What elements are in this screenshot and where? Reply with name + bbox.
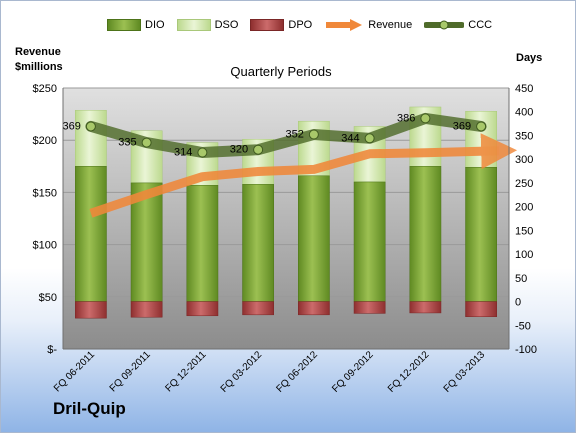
bar-dio [465,166,497,302]
ccc-data-label: 314 [174,147,192,159]
legend-item-revenue: Revenue [324,18,412,32]
ccc-data-label: 320 [230,144,248,156]
ccc-point [364,133,375,144]
ccc-data-label: 352 [286,129,304,141]
bar-dio [75,166,107,302]
legend: DIO DSO DPO Revenue CCC [107,15,504,35]
category-label: FQ 06-2011 [52,349,97,394]
legend-swatch-dso [176,19,211,31]
bar-dpo [130,301,163,318]
ccc-data-label: 369 [63,120,81,132]
left-tick-label: $200 [33,135,57,147]
legend-swatch-ccc [424,18,465,32]
right-tick-label: 400 [515,107,533,119]
revenue-line [89,133,518,218]
category-label: FQ 12-2011 [164,349,209,394]
bar-dio [353,181,386,302]
legend-item-dio: DIO [107,19,165,31]
bar-dpo [465,301,497,317]
right-tick-label: 250 [515,178,533,190]
bar-dio [298,175,330,302]
legend-item-dpo: DPO [250,19,312,31]
legend-item-dso: DSO [176,19,239,31]
bar-dpo [298,301,330,316]
legend-label-dio: DIO [145,19,165,31]
ccc-data-label: 369 [453,120,471,132]
ccc-line [85,112,487,158]
bar-dio [186,185,219,302]
right-tick-label: 350 [515,130,533,142]
ccc-point [476,121,487,132]
bar-dio [409,166,442,302]
left-tick-label: $100 [33,240,57,252]
ccc-point [85,121,96,132]
ccc-data-label: 344 [341,132,359,144]
ccc-point [141,137,152,148]
left-tick-label: $150 [33,187,57,199]
right-tick-label: -100 [515,344,537,356]
right-tick-label: -50 [515,320,531,332]
right-tick-label: 150 [515,225,533,237]
category-label: FQ 09-2011 [108,349,153,394]
right-tick-label: 450 [515,83,533,95]
right-tick-label: 100 [515,249,533,261]
left-tick-label: $250 [33,83,57,95]
company-name: Dril-Quip [53,399,126,418]
left-tick-label: $- [47,344,57,356]
right-axis-title: Days [516,52,543,64]
ccc-point [197,147,208,158]
bar-dpo [409,301,442,314]
lines: 369 335 314 320 352 344 386 369 [63,112,518,218]
category-label: FQ 06-2012 [274,349,320,395]
bar-dpo [186,301,219,317]
plot-area [63,88,509,349]
legend-swatch-revenue [324,18,364,32]
legend-swatch-dpo [250,19,285,31]
legend-label-revenue: Revenue [368,19,413,31]
ccc-point [253,144,264,155]
category-label: FQ 03-2012 [219,349,265,395]
chart-title: Quarterly Periods [230,64,332,79]
category-label: FQ 03-2013 [442,349,488,395]
ccc-data-label: 386 [397,112,415,124]
bar-dso [75,110,107,167]
bar-dpo [242,301,274,316]
bar-dio [242,184,274,302]
left-tick-label: $50 [39,292,57,304]
right-tick-label: 200 [515,202,533,214]
right-tick-label: 0 [515,297,521,309]
left-axis-title: Revenue $millions [15,45,63,75]
legend-swatch-dio [107,19,141,31]
bar-dpo [353,301,386,314]
legend-label-ccc: CCC [468,19,493,31]
legend-label-dpo: DPO [288,19,313,31]
right-tick-label: 50 [515,273,527,285]
legend-item-ccc: CCC [424,18,492,32]
ccc-point [308,129,319,140]
ccc-data-label: 335 [118,137,136,149]
right-tick-label: 300 [515,154,533,166]
left-axis-title-line1: Revenue [15,46,61,58]
ccc-point [420,113,431,124]
left-axis-title-line2: $millions [15,61,63,73]
legend-label-dso: DSO [214,19,239,31]
category-label: FQ 09-2012 [330,349,376,395]
bar-dpo [75,301,107,319]
bars [75,106,497,319]
category-label: FQ 12-2012 [386,349,432,395]
